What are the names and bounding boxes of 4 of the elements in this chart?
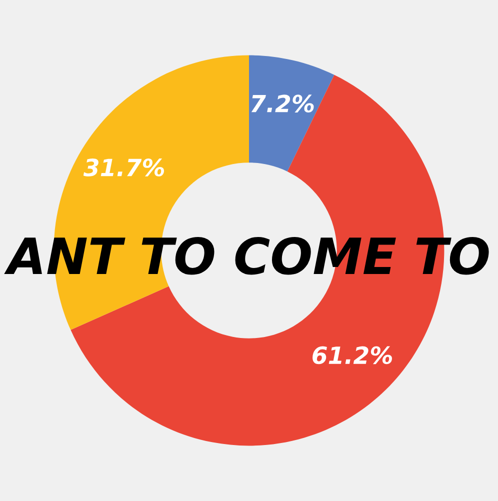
data-label: 61.2% <box>312 346 392 364</box>
data-label: 31.7% <box>83 158 164 176</box>
data-label: 7.2% <box>251 94 314 113</box>
donut-slice <box>249 55 334 172</box>
